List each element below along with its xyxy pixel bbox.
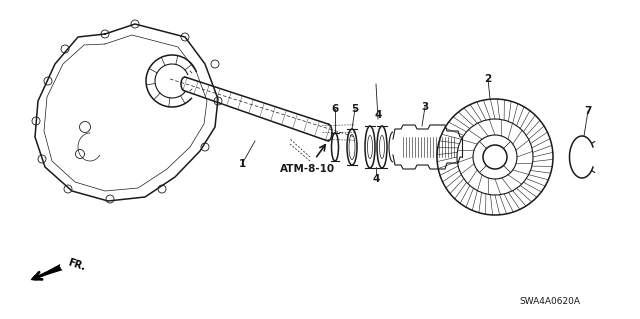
Text: 6: 6	[332, 104, 339, 114]
Text: 4: 4	[374, 110, 381, 120]
Text: ATM-8-10: ATM-8-10	[280, 164, 335, 174]
Text: FR.: FR.	[67, 257, 87, 272]
Text: 7: 7	[584, 106, 592, 116]
Text: 3: 3	[421, 102, 429, 112]
Text: 2: 2	[484, 74, 492, 84]
Text: 5: 5	[351, 104, 358, 114]
Text: 1: 1	[238, 159, 246, 169]
Text: 4: 4	[372, 174, 380, 184]
Text: SWA4A0620A: SWA4A0620A	[520, 296, 580, 306]
